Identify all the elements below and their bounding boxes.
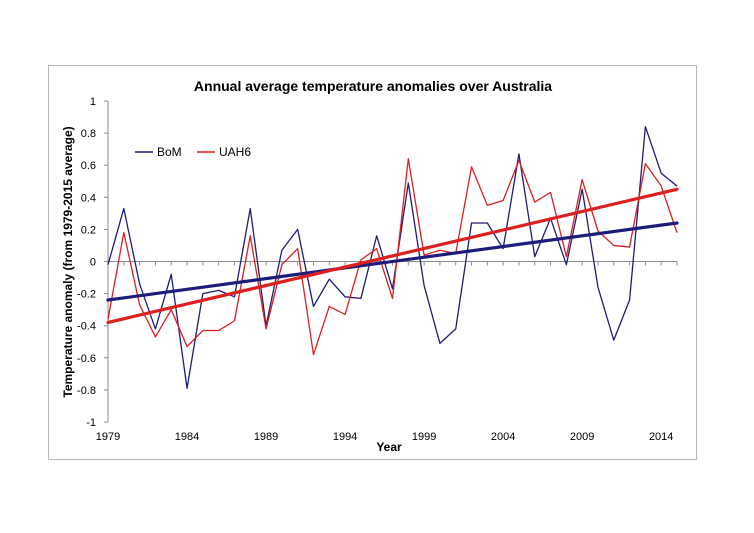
legend-label-bom: BoM [157, 145, 182, 159]
y-tick-label: 0 [90, 257, 96, 269]
plot-area [106, 126, 679, 389]
y-tick-label: 0.6 [81, 160, 96, 172]
y-tick-label: -1 [86, 417, 96, 429]
y-tick-label: -0.2 [77, 289, 96, 301]
series-line-bom [107, 126, 678, 389]
trend-line-uah6 [106, 187, 679, 325]
trend-line-bom [106, 221, 679, 302]
x-ticks: 1979 1984 1989 1994 1999 2004 2009 2014 [96, 261, 678, 443]
y-tick-label: 0.4 [81, 192, 96, 204]
x-tick-label: 1994 [333, 431, 357, 443]
series-line-uah6 [107, 158, 678, 356]
legend-label-uah6: UAH6 [219, 145, 251, 159]
y-tick-label: 0.8 [81, 128, 96, 140]
x-tick-label: 1979 [96, 431, 120, 443]
y-tick-label: -0.6 [77, 353, 96, 365]
chart-frame: Annual average temperature anomalies ove… [48, 65, 697, 460]
legend: BoM UAH6 [135, 145, 251, 159]
x-tick-label: 1984 [175, 431, 199, 443]
y-tick-label: 0.2 [81, 224, 96, 236]
x-tick-label: 1999 [412, 431, 436, 443]
y-tick-label: 1 [90, 96, 96, 108]
x-tick-label: 2004 [491, 431, 515, 443]
chart-svg: Annual average temperature anomalies ove… [61, 78, 679, 454]
chart-title: Annual average temperature anomalies ove… [194, 78, 552, 94]
x-tick-label: 2009 [570, 431, 594, 443]
x-tick-label: 1989 [254, 431, 278, 443]
y-ticks: -1 -0.8 -0.6 -0.4 -0.2 0 0.2 0.4 0.6 0.8 1 [77, 96, 108, 429]
x-tick-label: 2014 [649, 431, 673, 443]
y-tick-label: -0.8 [77, 385, 96, 397]
x-axis-label: Year [376, 440, 402, 454]
y-axis-label: Temperature anomaly (from 1979-2015 aver… [61, 126, 75, 397]
y-tick-label: -0.4 [77, 321, 96, 333]
